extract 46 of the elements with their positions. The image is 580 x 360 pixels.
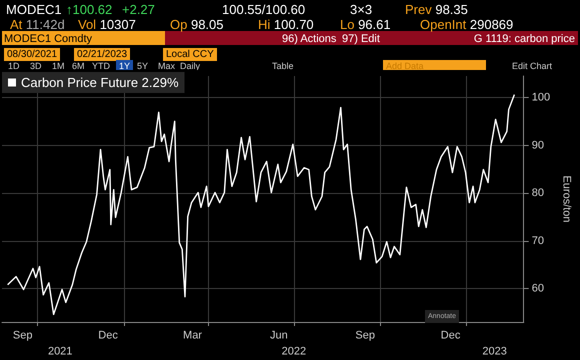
text: G 1119: carbon price [474,33,575,46]
x-tick-label: Mar [183,330,202,342]
text: MODEC1 Comdty [4,33,92,46]
text: OpenInt 290869 [420,17,514,32]
text: 02/21/2023 [74,48,130,61]
x-tick-label: Dec [98,330,118,342]
text: 08/30/2021 [4,48,60,61]
text: 3D [30,60,42,73]
y-axis-title: Euros/ton [560,175,572,223]
text: 6M [72,60,85,73]
text: Vol 10307 [78,17,136,32]
text: Prev 98.35 [405,2,468,17]
y-tick-label: 100 [532,91,550,104]
text: Daily [180,60,200,73]
text: Table [272,60,294,73]
text: 1M [52,60,65,73]
y-tick-label: 70 [532,234,544,247]
text: 1Y [116,60,134,73]
x2-tick-label: 2023 [482,346,507,358]
x-tick-label: Dec [440,330,461,342]
x-tick-label: Sep [355,330,375,342]
text: 1D [8,60,20,73]
text: 3×3 [350,2,372,17]
text: 5Y [137,60,148,73]
x2-tick-label: 2021 [48,346,72,358]
text: 96) Actions [282,33,336,46]
x2-tick-label: 2022 [282,346,306,358]
y-tick-label: 90 [532,139,544,152]
text: Local CCY [163,48,217,61]
text: At 11:42d [10,17,65,32]
x-tick-label: Jun [270,330,288,342]
legend-label: Carbon Price Future 2.29% [21,75,179,90]
x-tick-label: Sep [12,330,32,342]
text: 97) Edit [342,33,380,46]
text: Edit Chart [512,60,552,73]
text: Lo 96.61 [340,17,391,32]
text: ↑100.62 [66,2,112,17]
text: Max [158,60,176,73]
text: YTD [92,60,110,73]
text: 100.55/100.60 [222,2,306,17]
y-tick-label: 80 [532,187,544,200]
text: +2.27 [122,2,155,17]
y-tick-label: 60 [532,282,544,295]
text: Op 98.05 [170,17,224,32]
text: Hi 100.70 [258,17,314,32]
text: MODEC1 [6,2,62,17]
